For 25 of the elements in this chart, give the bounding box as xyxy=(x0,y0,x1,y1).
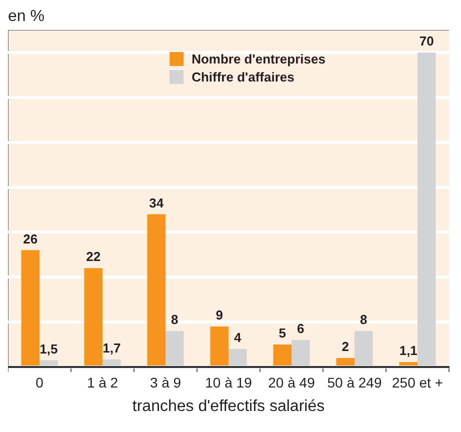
data-label: 8 xyxy=(360,312,368,328)
legend-label: Chiffre d'affaires xyxy=(192,70,294,85)
data-label: 8 xyxy=(171,312,178,328)
data-label: 2 xyxy=(342,339,349,354)
x-tick-label: 1 à 2 xyxy=(86,374,118,390)
data-label: 26 xyxy=(23,231,38,246)
data-label: 70 xyxy=(419,34,434,49)
data-label: 5 xyxy=(278,326,286,341)
data-label: 9 xyxy=(216,308,223,323)
data-label: 22 xyxy=(86,249,101,264)
x-tick-label: 50 à 249 xyxy=(327,374,382,390)
y-axis-title: en % xyxy=(8,8,46,26)
x-tick-label: 20 à 49 xyxy=(268,374,316,390)
x-tick-label: 3 à 9 xyxy=(150,374,182,390)
data-label: 1,5 xyxy=(40,341,58,356)
data-label: 1,7 xyxy=(102,340,121,356)
legend-label: Nombre d'entreprises xyxy=(192,52,326,67)
x-axis-title: tranches d'effectifs salariés xyxy=(132,398,325,415)
data-label: 34 xyxy=(149,195,164,210)
x-tick-label: 0 xyxy=(36,374,44,390)
data-label: 4 xyxy=(234,330,242,346)
data-label: 6 xyxy=(297,321,304,336)
x-tick-label: 10 à 19 xyxy=(205,374,252,390)
data-label: 1,1 xyxy=(399,343,418,358)
x-tick-label: 250 et + xyxy=(392,374,443,390)
